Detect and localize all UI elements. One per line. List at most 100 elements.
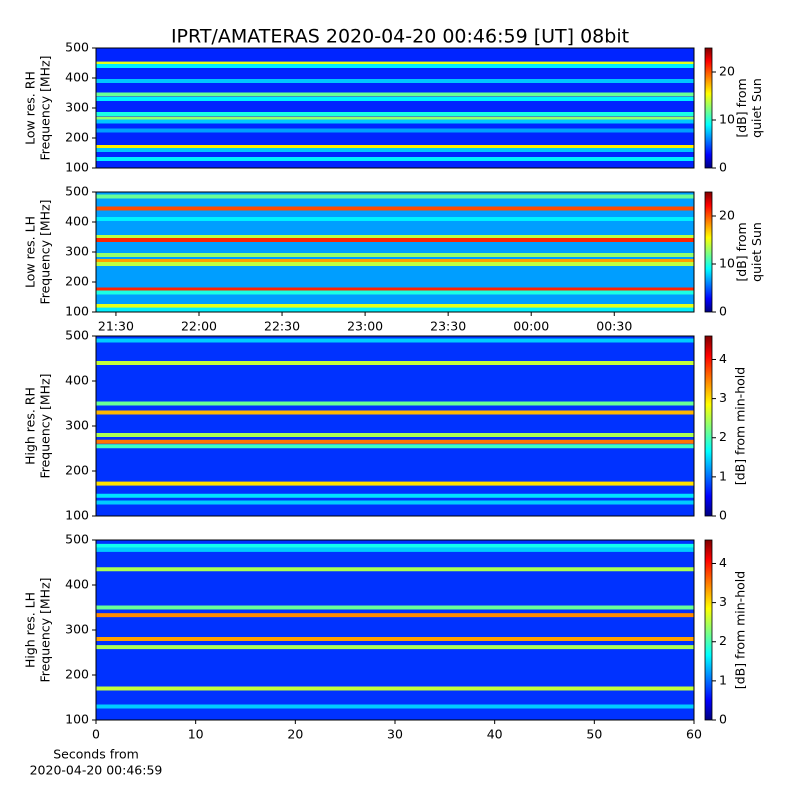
emission-band (96, 217, 694, 221)
emission-band (96, 290, 694, 295)
emission-band (96, 605, 694, 610)
emission-band (96, 645, 694, 650)
colorbar-tick-label: 2 (719, 633, 727, 648)
y-axis-label: Frequency [MHz] (38, 577, 53, 682)
y-axis-label: Low res. RH (23, 71, 38, 145)
colorbar-tick-label: 20 (719, 208, 735, 223)
x-tick-label: 10 (188, 727, 204, 742)
colorbar-label: [dB] from (734, 222, 749, 281)
y-tick-label: 300 (65, 100, 89, 115)
x-tick-label: 21:30 (98, 319, 134, 334)
emission-band (96, 307, 694, 312)
emission-band (96, 287, 694, 292)
emission-band (96, 92, 694, 97)
heatmap-background (96, 336, 694, 516)
colorbar-tick-label: 4 (719, 351, 727, 366)
emission-band (96, 433, 694, 437)
emission-band (96, 253, 694, 257)
emission-band (96, 338, 694, 343)
x-tick-label: 22:00 (181, 319, 217, 334)
emission-band (96, 637, 694, 641)
emission-band (96, 547, 694, 552)
x-tick-label: 60 (686, 727, 702, 742)
colorbar-tick-label: 3 (719, 390, 727, 405)
y-tick-label: 200 (65, 463, 89, 478)
figure-title: IPRT/AMATERAS 2020-04-20 00:46:59 [UT] 0… (171, 26, 629, 48)
colorbar-label: [dB] from min-hold (733, 367, 748, 485)
y-axis-label: High res. RH (23, 387, 38, 465)
emission-band (96, 444, 694, 449)
colorbar-tick-label: 10 (719, 112, 735, 127)
y-axis-label: Low res. LH (23, 216, 38, 288)
y-tick-label: 500 (65, 184, 89, 199)
y-axis-label: Frequency [MHz] (38, 373, 53, 478)
emission-band (96, 401, 694, 406)
y-tick-label: 100 (65, 712, 89, 727)
emission-band (96, 61, 694, 66)
emission-band (96, 238, 694, 242)
y-tick-label: 300 (65, 244, 89, 259)
x-tick-label: 23:00 (347, 319, 383, 334)
emission-band (96, 500, 694, 505)
y-tick-label: 100 (65, 508, 89, 523)
y-tick-label: 400 (65, 70, 89, 85)
emission-band (96, 543, 694, 548)
y-tick-label: 400 (65, 214, 89, 229)
y-tick-label: 200 (65, 274, 89, 289)
x-tick-label: 30 (387, 727, 403, 742)
emission-band (96, 145, 694, 149)
y-tick-label: 100 (65, 304, 89, 319)
emission-band (96, 157, 694, 161)
colorbar (704, 191, 713, 313)
emission-band (96, 116, 694, 121)
y-axis-label: Frequency [MHz] (38, 55, 53, 160)
x-tick-label: 0 (92, 727, 100, 742)
y-tick-label: 300 (65, 418, 89, 433)
emission-band (96, 481, 694, 486)
colorbar-tick-label: 0 (719, 160, 727, 175)
emission-band (96, 493, 694, 498)
emission-band (96, 567, 694, 572)
colorbar-tick-label: 20 (719, 64, 735, 79)
colorbar (704, 539, 713, 721)
colorbar-tick-label: 0 (719, 304, 727, 319)
emission-band (96, 128, 694, 133)
colorbar (704, 335, 713, 517)
x-tick-label: 00:00 (513, 319, 549, 334)
y-axis-label: Frequency [MHz] (38, 199, 53, 304)
colorbar-tick-label: 1 (719, 468, 727, 483)
emission-band (96, 704, 694, 709)
x-axis-label: 2020-04-20 00:46:59 (30, 763, 163, 778)
x-tick-label: 00:30 (596, 319, 632, 334)
x-tick-label: 20 (287, 727, 303, 742)
emission-band (96, 361, 694, 365)
colorbar-label: [dB] from (734, 78, 749, 137)
colorbar-tick-label: 2 (719, 429, 727, 444)
emission-band (96, 304, 694, 308)
colorbar-tick-label: 10 (719, 256, 735, 271)
emission-band (96, 119, 694, 124)
emission-band (96, 613, 694, 618)
colorbar-tick-label: 0 (719, 508, 727, 523)
emission-band (96, 148, 694, 152)
x-axis-label: Seconds from (53, 747, 139, 762)
y-tick-label: 500 (65, 328, 89, 343)
colorbar-tick-label: 3 (719, 594, 727, 609)
emission-band (96, 194, 694, 199)
colorbar (704, 47, 713, 169)
emission-band (96, 64, 694, 68)
y-tick-label: 100 (65, 160, 89, 175)
y-tick-label: 200 (65, 130, 89, 145)
emission-band (96, 97, 694, 101)
y-tick-label: 300 (65, 622, 89, 637)
emission-band (96, 206, 694, 211)
colorbar-tick-label: 1 (719, 672, 727, 687)
x-tick-label: 50 (586, 727, 602, 742)
y-tick-label: 500 (65, 40, 89, 55)
colorbar-tick-label: 4 (719, 555, 727, 570)
emission-band (96, 439, 694, 444)
y-axis-label: High res. LH (23, 592, 38, 668)
colorbar-tick-label: 0 (719, 712, 727, 727)
x-tick-label: 40 (487, 727, 503, 742)
